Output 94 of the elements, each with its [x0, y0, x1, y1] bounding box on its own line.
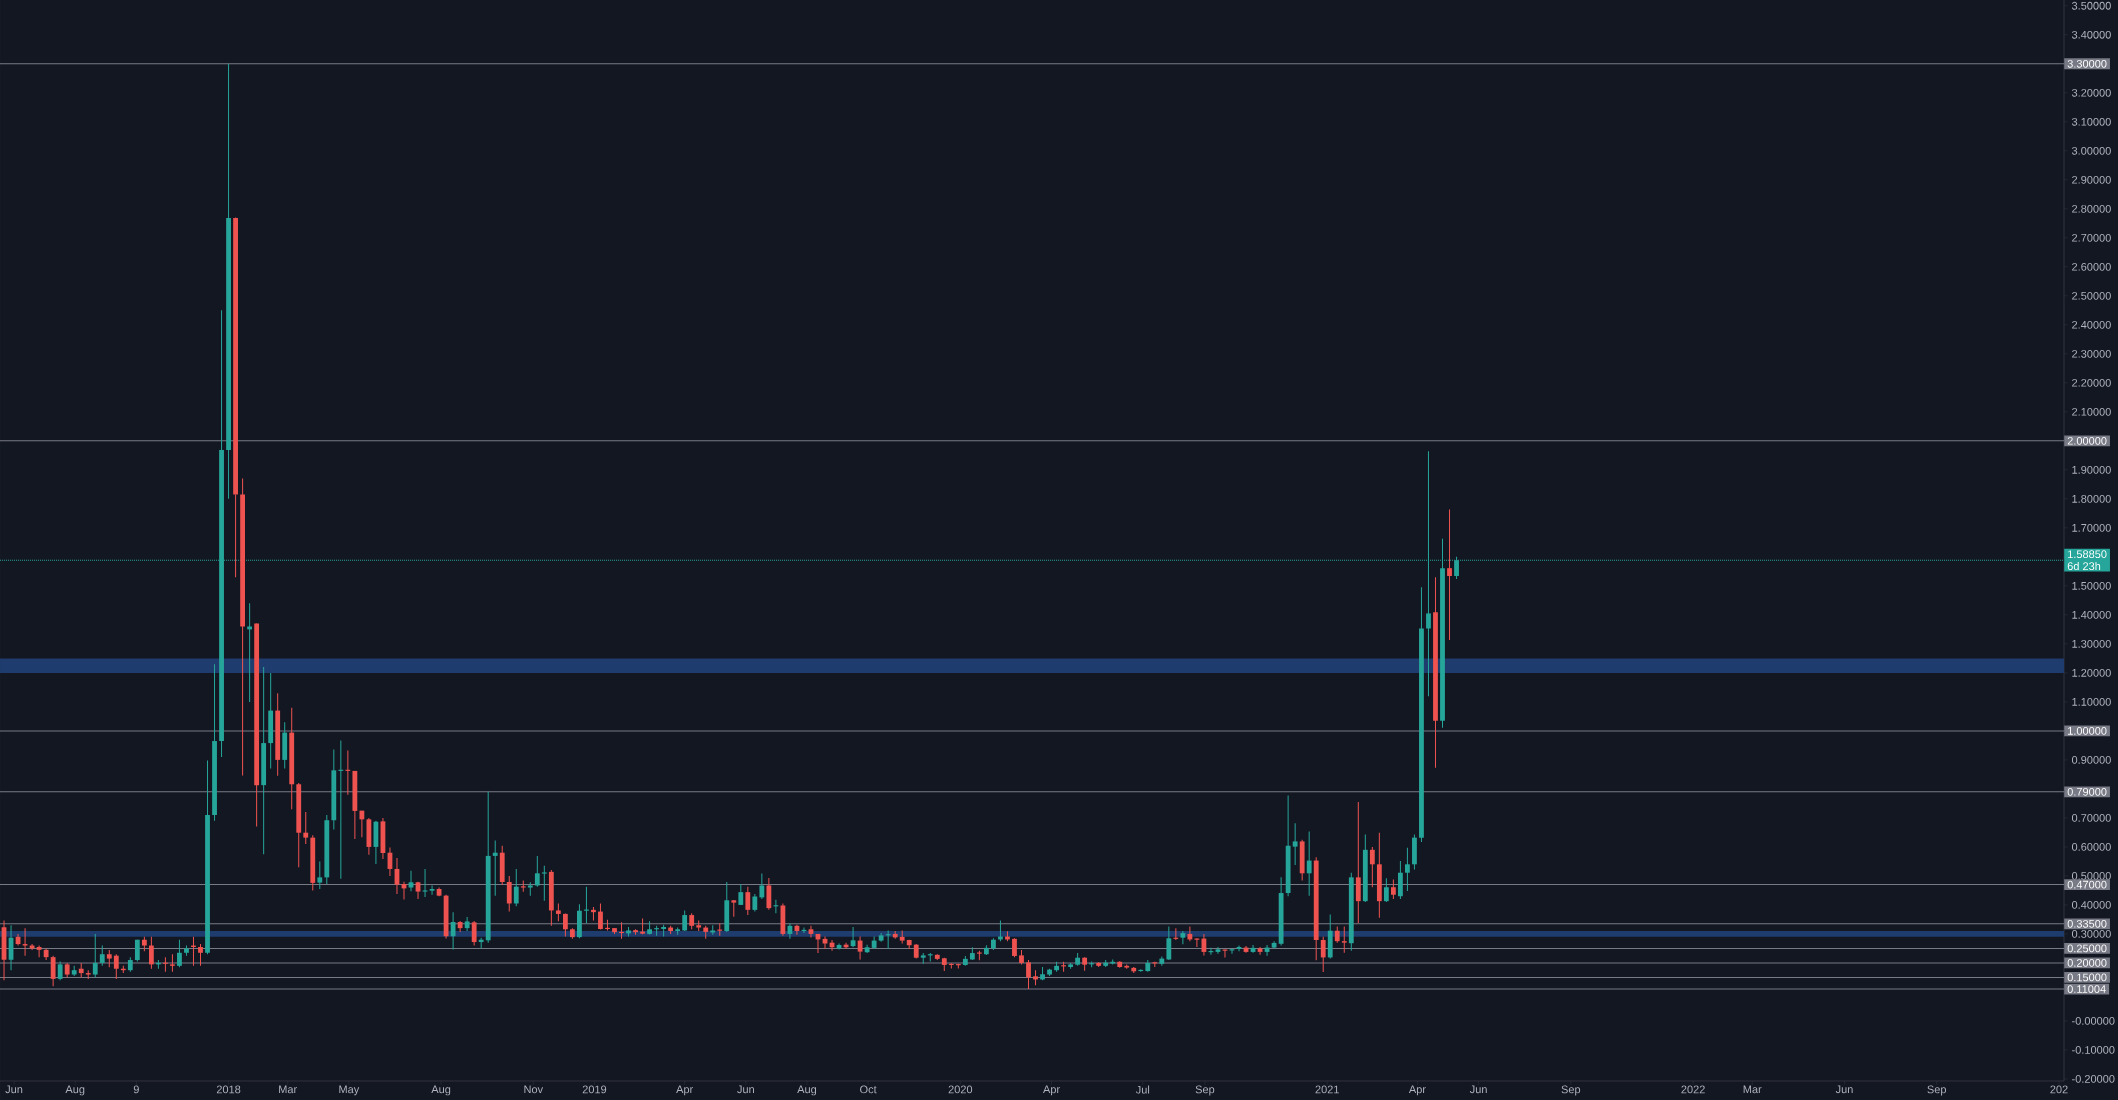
candlestick [696, 920, 702, 932]
candlestick [731, 899, 737, 918]
ref-line-label: 0.33500 [2067, 919, 2107, 928]
y-tick-label: 3.00000 [2071, 146, 2111, 155]
x-tick-label: Sep [1927, 1085, 1947, 1096]
y-tick-label: 2.90000 [2072, 175, 2111, 184]
ref-line-label: 1.00000 [2068, 727, 2107, 735]
y-tick-label: 1.40000 [2072, 610, 2111, 619]
candlestick [541, 865, 547, 902]
y-tick-label: 3.50000 [2071, 1, 2111, 10]
candlestick [1124, 963, 1130, 970]
y-tick-label: 1.50000 [2072, 581, 2111, 590]
x-tick-label: Mar [1743, 1085, 1762, 1094]
y-tick-label: -0.10000 [2072, 1046, 2115, 1054]
y-tick-label: 2.50000 [2072, 291, 2111, 300]
candlestick [71, 965, 77, 977]
y-tick-label: 0.90000 [2071, 756, 2111, 764]
y-tick-label: 0.30000 [2071, 930, 2111, 938]
ref-line-label: 0.79000 [2067, 787, 2107, 796]
x-tick-label: Apr [676, 1085, 694, 1096]
x-tick-label: Apr [1043, 1085, 1060, 1096]
x-tick-label: Jun [737, 1085, 754, 1094]
y-tick-label: 3.10000 [2071, 117, 2111, 126]
candlestick [226, 63, 231, 500]
y-tick-label: 0.50000 [2071, 872, 2111, 880]
candlestick [520, 880, 526, 893]
x-tick-label: Mar [279, 1085, 297, 1094]
x-tick-label: Aug [797, 1085, 817, 1096]
candlestick [85, 969, 91, 980]
x-tick-label: 2019 [582, 1085, 607, 1094]
y-tick-label: 2.30000 [2072, 349, 2111, 358]
y-tick-label: -0.00000 [2072, 1017, 2115, 1025]
candlestick [647, 920, 652, 936]
y-tick-label: 1.20000 [2072, 669, 2111, 677]
x-tick-label: Jun [1469, 1085, 1487, 1094]
candlestick [976, 950, 982, 961]
candlestick [555, 902, 561, 922]
ref-line-label: 0.20000 [2067, 959, 2107, 967]
y-tick-label: 1.70000 [2072, 523, 2111, 532]
y-tick-label: 2.80000 [2072, 204, 2111, 213]
x-tick-label: 2018 [216, 1085, 241, 1094]
x-tick-label: 9 [133, 1085, 139, 1094]
candlestick [64, 962, 70, 978]
candlestick [1341, 925, 1347, 954]
x-tick-label: May [339, 1085, 360, 1096]
candlestick [527, 881, 533, 897]
x-tick-label: Sep [1195, 1085, 1215, 1096]
y-tick-label: 1.90000 [2072, 465, 2111, 474]
y-tick-label: 2.60000 [2072, 262, 2111, 271]
x-tick-label: Apr [1408, 1085, 1426, 1096]
ref-line-label: 1.58850 [2068, 550, 2107, 559]
x-tick-label: Sep [1561, 1085, 1581, 1096]
y-tick-label: 1.80000 [2072, 494, 2111, 503]
ref-line-label: 0.47000 [2067, 880, 2107, 889]
candlestick [1152, 961, 1158, 968]
candlestick [920, 952, 926, 965]
candlestick [675, 927, 681, 936]
y-tick-label: 1.10000 [2072, 698, 2111, 706]
x-tick-label: 2022 [1681, 1085, 1705, 1094]
candlestick [317, 860, 323, 890]
candlestick [106, 949, 112, 968]
y-tick-label: 1.30000 [2072, 639, 2111, 648]
x-tick-label: 202 [2050, 1085, 2068, 1094]
x-tick-label: 2020 [948, 1085, 973, 1094]
x-tick-label: Aug [431, 1085, 451, 1096]
x-tick-label: Jun [5, 1085, 23, 1094]
ref-line-label: 3.30000 [2067, 59, 2107, 68]
ref-line-label: 2.00000 [2067, 436, 2107, 445]
x-tick-label: Jul [1135, 1085, 1150, 1094]
y-tick-label: 2.70000 [2072, 233, 2111, 242]
ref-line-label: 0.11004 [2067, 985, 2106, 993]
candlestick [1068, 962, 1074, 970]
x-tick-label: Oct [860, 1085, 877, 1094]
x-tick-label: Aug [65, 1085, 85, 1096]
ref-line-label: 0.25000 [2067, 944, 2107, 953]
candlestick [184, 945, 189, 957]
x-tick-label: Nov [524, 1085, 544, 1094]
y-tick-label: 2.10000 [2072, 407, 2111, 416]
candlestick [1110, 958, 1116, 965]
candlestick [233, 218, 238, 578]
y-tick-label: 2.40000 [2072, 320, 2111, 329]
y-tick-label: 0.40000 [2071, 901, 2111, 909]
candlestick [1405, 847, 1410, 892]
y-tick-label: 3.40000 [2071, 30, 2111, 39]
text: 6d 23h [2067, 562, 2101, 571]
x-tick-label: Jun [1835, 1085, 1853, 1094]
y-tick-label: 3.20000 [2071, 88, 2111, 97]
y-tick-label: 0.60000 [2071, 843, 2111, 851]
ref-line-label: 0.15000 [2067, 973, 2107, 982]
y-tick-label: 0.70000 [2071, 814, 2111, 822]
y-tick-label: 2.20000 [2072, 378, 2111, 387]
x-tick-label: 2021 [1315, 1085, 1339, 1094]
candlestick [170, 953, 175, 973]
y-tick-label: -0.20000 [2072, 1075, 2115, 1083]
